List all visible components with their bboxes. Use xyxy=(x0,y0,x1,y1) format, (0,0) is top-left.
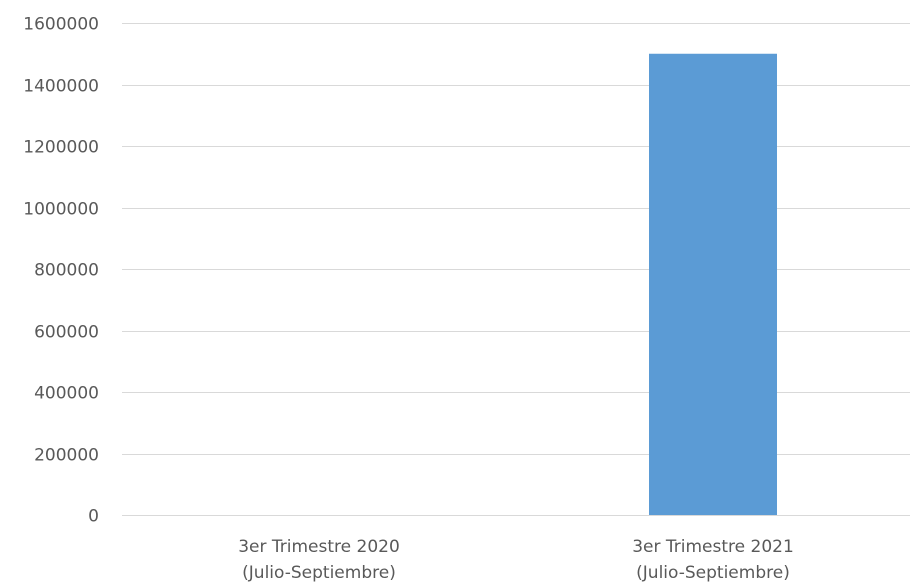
x-category-label: 3er Trimestre 2021 (Julio-Septiembre) xyxy=(632,537,794,583)
y-tick-label: 600000 xyxy=(34,323,99,343)
y-tick-label: 200000 xyxy=(34,446,99,466)
x-category-label: 3er Trimestre 2020 (Julio-Septiembre) xyxy=(238,537,400,583)
y-tick-label: 1400000 xyxy=(23,77,99,97)
x-category-label-line: (Julio-Septiembre) xyxy=(636,563,790,583)
bar-2 xyxy=(649,53,777,515)
y-tick-label: 1000000 xyxy=(23,200,99,220)
x-category-label-line: 3er Trimestre 2021 xyxy=(632,537,794,557)
gridlines xyxy=(122,23,910,516)
y-tick-label: 0 xyxy=(88,507,99,527)
y-tick-label: 1200000 xyxy=(23,138,99,158)
x-category-label-line: (Julio-Septiembre) xyxy=(242,563,396,583)
y-tick-label: 1600000 xyxy=(23,15,99,35)
y-axis-tick-labels: 0 200000 400000 600000 800000 1000000 1200000 1… xyxy=(23,15,99,527)
y-tick-label: 800000 xyxy=(34,261,99,281)
x-axis-category-labels: 3er Trimestre 2020 (Julio-Septiembre)3er … xyxy=(238,537,794,583)
y-tick-label: 400000 xyxy=(34,384,99,404)
bars xyxy=(649,53,777,515)
x-category-label-line: 3er Trimestre 2020 xyxy=(238,537,400,557)
